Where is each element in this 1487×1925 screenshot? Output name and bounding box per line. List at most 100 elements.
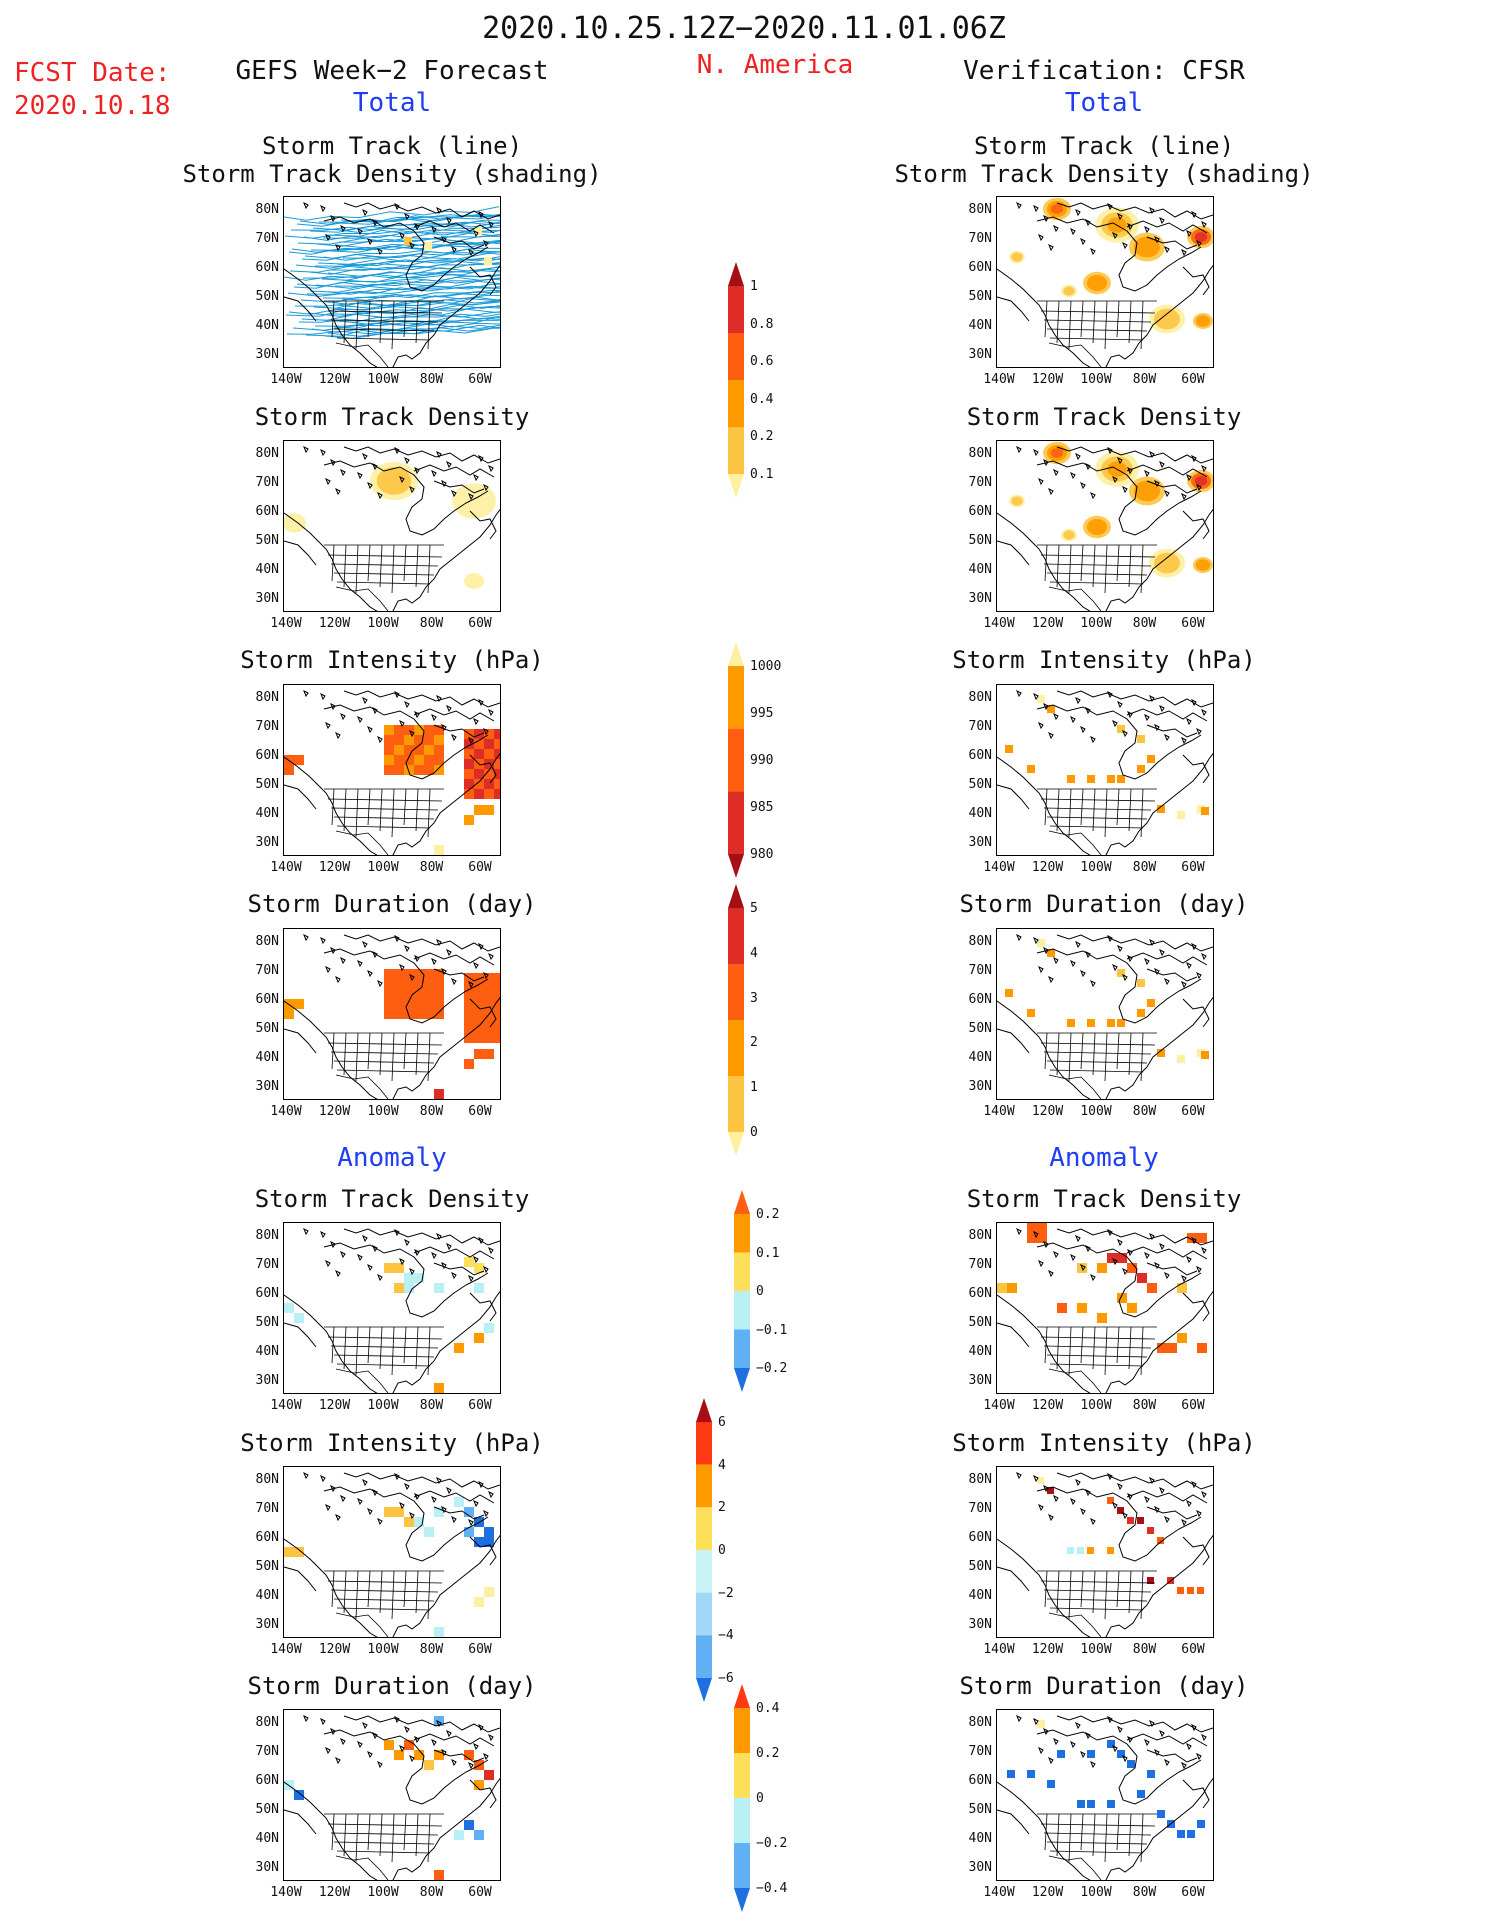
lat-tick-label: 80N	[968, 1715, 992, 1730]
density-blob	[1011, 496, 1023, 506]
map-svg	[997, 933, 1213, 1099]
lat-tick-label: 40N	[255, 562, 279, 577]
lat-tick-label: 80N	[255, 446, 279, 461]
shaded-cell	[384, 1507, 394, 1517]
map-svg	[997, 689, 1213, 855]
panel-title-track-line-right: Storm Track (line) Storm Track Density (s…	[894, 132, 1314, 188]
shaded-cell	[384, 725, 394, 735]
map-frame	[996, 196, 1214, 368]
lat-tick-label: 50N	[255, 1315, 279, 1330]
lon-tick-label: 60W	[1181, 1642, 1205, 1657]
shaded-cell	[424, 969, 434, 979]
lon-tick-label: 120W	[318, 1104, 351, 1119]
map-svg	[284, 1714, 500, 1880]
lon-tick-label: 100W	[1080, 1885, 1112, 1900]
lat-tick-label: 60N	[968, 260, 992, 275]
map-svg	[284, 1227, 500, 1393]
map-svg	[997, 1714, 1213, 1880]
lat-tick-label: 60N	[255, 1530, 279, 1545]
lon-tick-label: 100W	[367, 616, 399, 631]
density-blob	[464, 573, 484, 589]
colorbar-segment	[728, 728, 744, 792]
map-svg	[284, 1471, 500, 1637]
colorbar-label: 4	[750, 945, 758, 961]
shaded-cell	[424, 989, 434, 999]
colorbar-segment	[728, 666, 744, 729]
colorbar-svg	[734, 1684, 750, 1912]
lon-tick-label: 100W	[367, 1885, 399, 1900]
lat-tick-label: 30N	[255, 1617, 279, 1632]
shaded-cell	[434, 969, 444, 979]
shaded-cell	[434, 845, 444, 855]
shaded-cell	[384, 999, 394, 1009]
coastline	[997, 445, 1213, 611]
shaded-cell	[464, 1527, 474, 1537]
colorbar-label: 0.2	[750, 429, 774, 445]
shaded-cell	[1127, 1517, 1134, 1524]
lon-tick-label: 100W	[367, 860, 399, 875]
shaded-cell	[494, 1023, 500, 1033]
lat-tick-label: 40N	[255, 1050, 279, 1065]
lon-tick-label: 140W	[983, 372, 1015, 387]
shaded-cell	[474, 749, 484, 759]
shaded-cell	[1201, 807, 1209, 815]
shaded-cell	[394, 735, 404, 745]
shaded-cell	[484, 1527, 494, 1537]
lon-tick-label: 120W	[318, 1885, 351, 1900]
lon-tick-label: 100W	[1080, 860, 1112, 875]
shaded-cell	[404, 969, 414, 979]
panel-title-anom-density-right: Storm Track Density	[966, 1185, 1242, 1213]
shaded-cell	[494, 1003, 500, 1013]
lon-tick-label: 140W	[983, 1642, 1015, 1657]
shaded-cell	[434, 745, 444, 755]
fcst-date-label: FCST Date:	[14, 58, 171, 88]
lon-tick-label: 60W	[1181, 860, 1205, 875]
shaded-cell	[1137, 1790, 1145, 1798]
lon-tick-label: 140W	[270, 1398, 302, 1413]
lon-tick-label: 140W	[983, 1885, 1015, 1900]
lat-tick-label: 30N	[968, 1373, 992, 1388]
lat-tick-label: 40N	[968, 562, 992, 577]
shaded-cell	[384, 969, 394, 979]
colorbar-label: 0.1	[756, 1245, 780, 1261]
lon-tick-label: 80W	[1132, 372, 1157, 387]
colorbar-label: 2	[750, 1035, 758, 1051]
density-blob	[1063, 530, 1075, 540]
lat-tick-label: 50N	[968, 533, 992, 548]
colorbar-segment	[734, 1798, 750, 1843]
shaded-cell	[284, 1303, 294, 1313]
lat-tick-label: 40N	[255, 806, 279, 821]
shaded-cell	[1037, 939, 1045, 947]
shaded-cell	[1117, 1253, 1127, 1263]
lat-tick-label: 70N	[255, 719, 279, 734]
lat-tick-label: 70N	[968, 1744, 992, 1759]
lat-tick-label: 40N	[968, 1588, 992, 1603]
shaded-cell	[294, 1547, 304, 1557]
lat-tick-label: 70N	[255, 1257, 279, 1272]
lon-tick-label: 120W	[318, 616, 351, 631]
shaded-cell	[474, 1049, 484, 1059]
colorbar-svg	[728, 884, 744, 1156]
map-frame	[283, 196, 501, 368]
shaded-cell	[1117, 1019, 1125, 1027]
colorbar-segment	[734, 1753, 750, 1798]
shaded-cell	[464, 815, 474, 825]
shaded-cell	[1197, 1587, 1204, 1594]
shaded-cell	[474, 1033, 484, 1043]
shaded-cell	[384, 1263, 394, 1273]
shaded-cell	[464, 759, 474, 769]
lat-tick-label: 40N	[255, 1588, 279, 1603]
lat-tick-label: 40N	[968, 1050, 992, 1065]
shaded-cell	[1047, 705, 1055, 713]
panel-title-duration-right: Storm Duration (day)	[959, 890, 1249, 918]
shaded-cell	[434, 1507, 444, 1517]
lat-tick-label: 70N	[255, 1744, 279, 1759]
lon-tick-label: 120W	[1031, 1398, 1064, 1413]
lon-tick-label: 100W	[367, 372, 399, 387]
shaded-cell	[474, 1023, 484, 1033]
colorbar-label: 990	[750, 753, 774, 768]
lon-tick-label: 120W	[1031, 1642, 1064, 1657]
shaded-cell	[464, 779, 474, 789]
shaded-cell	[494, 749, 500, 759]
colorbar-cap	[734, 1684, 750, 1708]
